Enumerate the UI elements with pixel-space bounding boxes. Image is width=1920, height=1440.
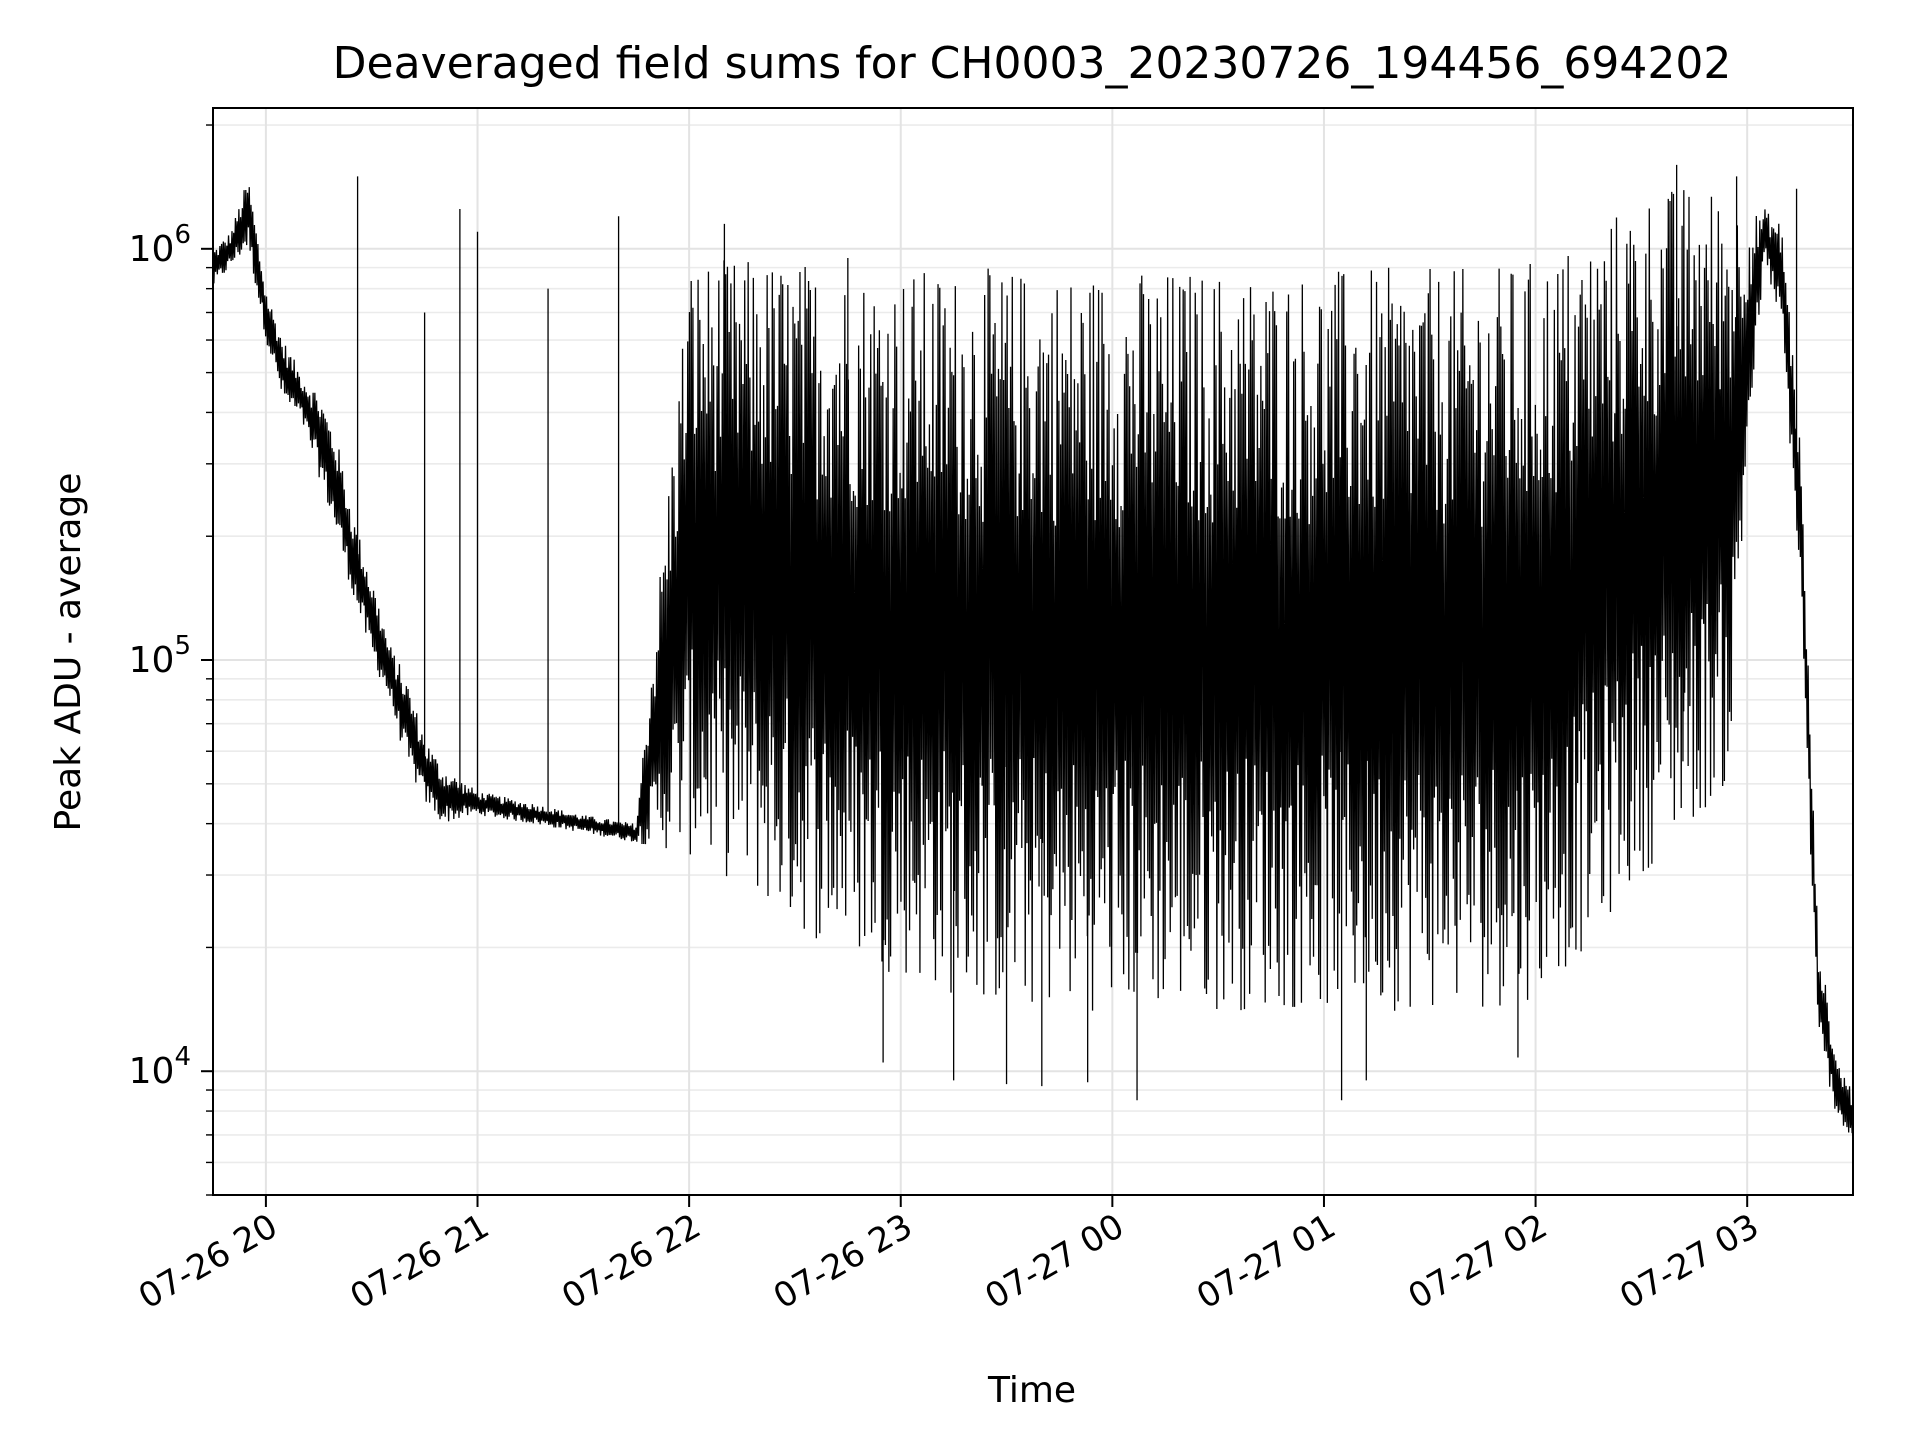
y-axis-label: Peak ADU - average: [48, 473, 89, 832]
chart-title: Deaveraged field sums for CH0003_2023072…: [333, 38, 1732, 89]
plot-frame: [212, 107, 1854, 1196]
y-tick-label: 106: [129, 220, 191, 270]
series-layer: [213, 164, 1853, 1134]
y-axis: 104 105 106: [129, 124, 213, 1196]
x-axis-label: Time: [987, 1370, 1076, 1411]
y-tick-label: 105: [129, 631, 191, 681]
series-line: [213, 187, 1853, 1134]
y-tick-label: 104: [129, 1042, 191, 1092]
